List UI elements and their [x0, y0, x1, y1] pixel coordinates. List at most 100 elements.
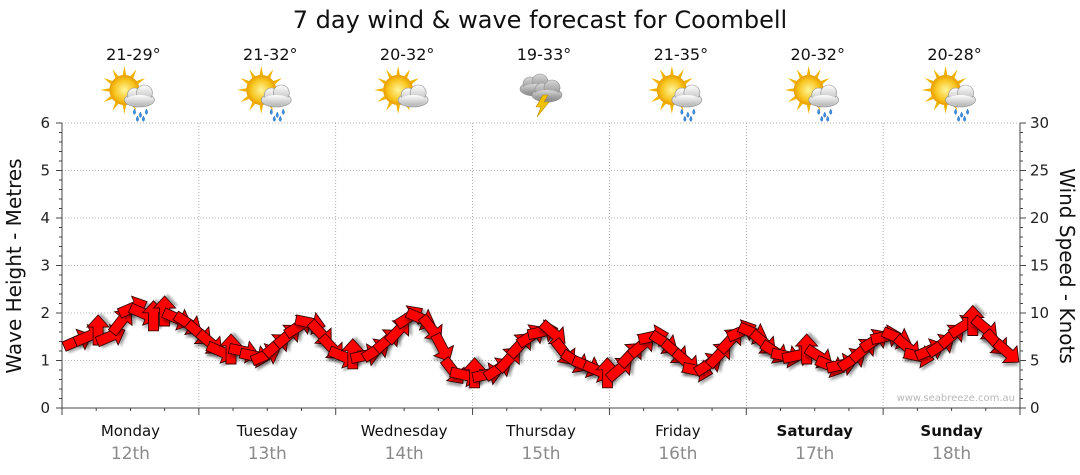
- sun-ray: [112, 69, 119, 79]
- sun-cloud-rain-icon: [647, 66, 703, 122]
- cloud-shape: [808, 84, 840, 108]
- wind-arrow: [992, 338, 1020, 367]
- sun-ray: [103, 95, 113, 102]
- day-date: 16th: [658, 444, 697, 464]
- cloud-shape: [397, 84, 429, 108]
- sun-cloud-rain-icon: [921, 66, 976, 122]
- right-tick-label: 15: [1030, 257, 1049, 275]
- raindrop: [692, 108, 696, 115]
- sun-ray: [259, 66, 264, 76]
- raindrop: [272, 115, 276, 122]
- gridlines: [62, 122, 1020, 408]
- raindrop: [132, 108, 136, 115]
- sun-ray: [670, 66, 674, 76]
- cloud-fill: [400, 95, 427, 105]
- sun-ray: [820, 78, 830, 85]
- sun-ray: [122, 66, 127, 76]
- sun-ray: [100, 88, 110, 92]
- lightning-bolt: [535, 94, 550, 118]
- cloud-shape: [260, 84, 292, 108]
- right-axis: 0 5 10 15 20 25 30: [1020, 114, 1049, 417]
- sun-ray: [943, 104, 948, 114]
- sun-ray: [386, 69, 393, 79]
- day-date: 18th: [932, 444, 971, 464]
- sun-ray: [796, 101, 803, 111]
- sun-ray: [787, 95, 797, 102]
- left-tick-label: 6: [40, 114, 50, 132]
- sun-ray: [130, 69, 137, 79]
- raindrop: [141, 115, 145, 122]
- sun-ray: [787, 78, 797, 85]
- temperature-range: 21-32°: [243, 45, 298, 64]
- sun-ray: [136, 78, 146, 85]
- raindrop: [817, 108, 821, 115]
- sun-cloud-icon: [374, 66, 429, 114]
- temperature-range: 20-32°: [380, 45, 435, 64]
- left-tick-label: 3: [40, 257, 50, 275]
- sun-ray: [377, 78, 387, 85]
- wind-arrow-shape: [992, 338, 1020, 364]
- left-tick-label: 1: [40, 352, 50, 370]
- raindrop: [689, 115, 693, 122]
- sun-ray: [647, 88, 657, 92]
- sun-cloud-rain-icon: [784, 66, 840, 122]
- raindrop: [144, 108, 148, 115]
- left-axis-title: Wave Height - Metres: [2, 158, 26, 373]
- sun-ray: [683, 78, 693, 85]
- sun-ray: [240, 78, 250, 85]
- raindrop: [275, 111, 279, 118]
- raindrop: [963, 115, 967, 122]
- sun-ray: [957, 78, 967, 85]
- sun-ray: [377, 95, 387, 102]
- raindrop: [820, 115, 824, 122]
- raindrop: [683, 115, 687, 122]
- sun-ray: [921, 88, 931, 92]
- cloud-fill: [263, 95, 290, 105]
- raindrop: [960, 111, 964, 118]
- sun-ray: [951, 69, 958, 79]
- raindrop: [686, 111, 690, 118]
- sun-cloud-rain-icon: [237, 66, 292, 122]
- sun-ray: [659, 101, 666, 111]
- cloud-shape: [945, 84, 976, 108]
- sun-ray: [651, 78, 660, 85]
- left-axis: 0 1 2 3 4 5 6: [40, 114, 62, 417]
- raindrop: [966, 108, 970, 115]
- raindrop: [823, 111, 827, 118]
- sun-ray: [651, 95, 660, 102]
- sun-ray: [259, 104, 264, 114]
- sun-ray: [924, 78, 934, 85]
- raindrop: [829, 108, 833, 115]
- left-tick-label: 2: [40, 304, 50, 322]
- cloud-fill: [810, 95, 837, 105]
- day-name: Wednesday: [361, 422, 448, 440]
- raindrop: [281, 108, 285, 115]
- wind-arrow-shape: [430, 331, 455, 362]
- sun-ray: [943, 66, 948, 76]
- day-name: Friday: [655, 422, 701, 440]
- raindrop: [135, 115, 139, 122]
- temperature-range: 19-33°: [517, 45, 572, 64]
- cloud-fill: [126, 95, 153, 105]
- day-name: Thursday: [505, 422, 576, 440]
- cloud-shape: [671, 84, 703, 108]
- raindrop: [957, 115, 961, 122]
- raindrop: [278, 115, 282, 122]
- day-labels: Monday 12th Tuesday 13th Wednesday 14th Thursd…: [101, 422, 983, 464]
- plot-area: [61, 123, 1021, 415]
- day-name: Monday: [101, 422, 160, 440]
- raindrop: [138, 111, 142, 118]
- day-date: 15th: [521, 444, 560, 464]
- wind-arrow-series: [61, 294, 1020, 390]
- right-tick-label: 30: [1030, 114, 1049, 132]
- raindrop: [680, 108, 684, 115]
- day-name: Tuesday: [236, 422, 298, 440]
- sun-ray: [112, 101, 119, 111]
- sun-ray: [396, 104, 400, 114]
- sun-ray: [410, 78, 419, 85]
- sun-ray: [659, 69, 666, 79]
- sun-ray: [933, 69, 940, 79]
- sun-ray: [404, 69, 411, 79]
- temperature-range: 21-29°: [106, 45, 161, 64]
